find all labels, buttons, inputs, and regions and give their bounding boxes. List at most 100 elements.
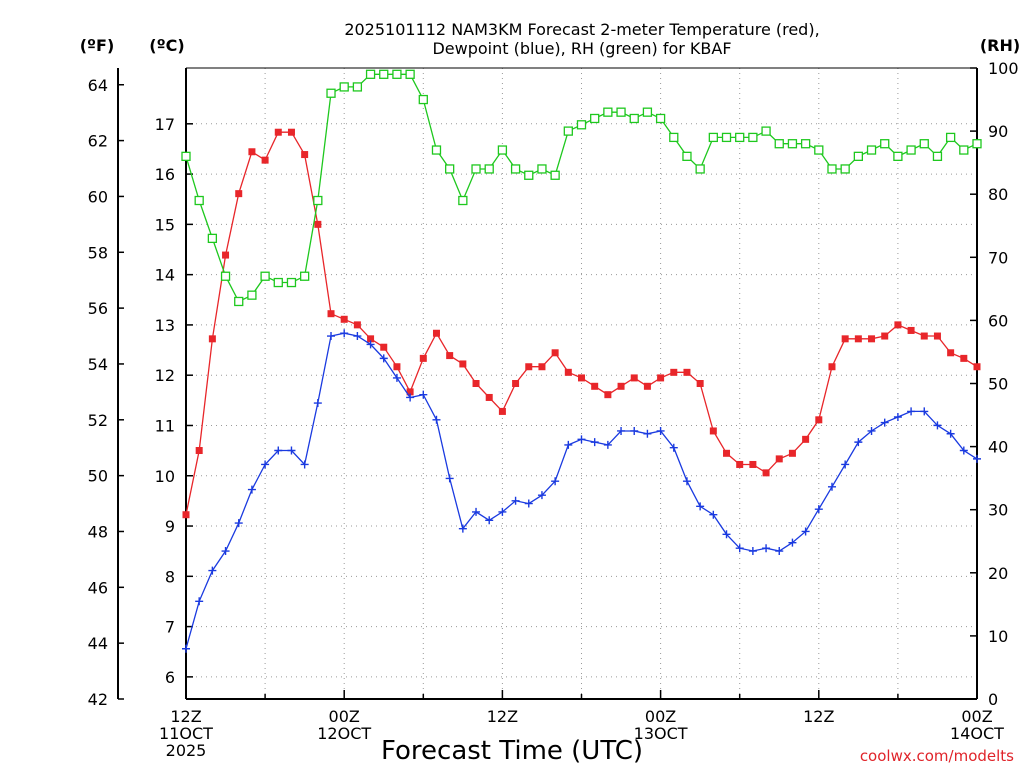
data-point (446, 352, 454, 360)
data-point (234, 519, 243, 528)
fahrenheit-tick-label: 48 (88, 522, 108, 541)
data-point (933, 421, 942, 430)
series-dewpoint (182, 329, 981, 653)
data-point (326, 88, 336, 98)
data-point (841, 460, 850, 469)
fahrenheit-tick-label: 42 (88, 690, 108, 709)
data-point (603, 440, 612, 449)
fahrenheit-tick-label: 54 (88, 355, 108, 374)
data-point (393, 363, 401, 371)
rh-tick-label: 80 (988, 185, 1008, 204)
data-point (366, 340, 375, 349)
data-point (880, 139, 890, 149)
rh-tick-label: 90 (988, 122, 1008, 141)
data-point (274, 446, 283, 455)
rh-tick-label: 40 (988, 438, 1008, 457)
x-tick-label: 12Z (803, 707, 834, 726)
data-point (432, 329, 440, 337)
data-point (841, 335, 849, 343)
data-point (299, 271, 310, 281)
data-point (630, 426, 639, 435)
rh-tick-label: 70 (988, 248, 1008, 267)
x-tick-label: 12Z (487, 707, 518, 726)
data-point (788, 449, 796, 457)
rh-tick-label: 30 (988, 501, 1008, 520)
data-point (379, 69, 389, 79)
rh-tick-label: 50 (988, 375, 1008, 394)
data-point (195, 597, 204, 606)
data-point (445, 474, 454, 483)
celsius-tick-label: 6 (165, 668, 175, 687)
data-point (471, 164, 481, 174)
data-point (352, 82, 363, 92)
data-point (497, 145, 508, 155)
x-tick-label: 00Z (961, 707, 992, 726)
data-point (853, 151, 863, 161)
data-point (919, 139, 929, 149)
data-point (221, 547, 230, 556)
axes: 42 44 46 48 50 52 54 56 58 60 62 64 6 7 8 9 10 11 12 13 14 15… (88, 59, 1019, 760)
data-point (511, 496, 520, 505)
data-point (537, 164, 547, 174)
data-point (603, 107, 613, 117)
data-point (287, 128, 295, 136)
data-point (774, 139, 784, 149)
fahrenheit-tick-label: 62 (88, 132, 108, 151)
fahrenheit-tick-label: 52 (88, 411, 108, 430)
data-point (854, 335, 862, 343)
data-point (827, 164, 837, 174)
x-tick-label: 00Z (329, 707, 360, 726)
x-tick-label: 14OCT (950, 724, 1004, 743)
data-point (365, 69, 376, 79)
data-point (314, 220, 322, 228)
data-point (194, 195, 204, 206)
credit-text: coolwx.com/modelts (860, 747, 1014, 765)
rh-tick-label: 0 (988, 690, 998, 709)
data-point (933, 332, 941, 340)
data-point (313, 195, 323, 206)
data-point (630, 374, 638, 382)
data-point (538, 363, 546, 371)
fahrenheit-tick-label: 44 (88, 634, 108, 653)
data-point (418, 94, 428, 105)
data-point (484, 164, 494, 174)
data-point (406, 393, 415, 402)
data-point (748, 547, 757, 556)
data-point (208, 566, 217, 575)
data-point (392, 373, 401, 382)
data-point (881, 332, 889, 340)
data-point (880, 418, 889, 427)
data-point (313, 399, 322, 408)
fahrenheit-tick-label: 64 (88, 76, 108, 95)
data-point (973, 454, 981, 463)
data-point (866, 145, 877, 155)
series-2-meter-temperature (182, 128, 981, 519)
data-point (655, 113, 666, 124)
celsius-tick-label: 17 (155, 115, 175, 134)
data-point (472, 507, 481, 516)
data-point (722, 530, 731, 539)
data-point (234, 296, 244, 307)
data-point (906, 145, 916, 155)
data-point (616, 107, 626, 117)
data-point (683, 368, 691, 376)
data-point (682, 477, 691, 486)
data-point (419, 354, 427, 362)
data-point (551, 349, 559, 357)
data-point (208, 335, 216, 343)
data-point (379, 354, 388, 363)
rh-tick-label: 10 (988, 627, 1008, 646)
data-point (642, 107, 653, 117)
data-point (708, 132, 718, 143)
data-point (657, 374, 665, 382)
x-tick-label: 12Z (170, 707, 201, 726)
data-point (380, 343, 388, 351)
celsius-tick-label: 11 (155, 416, 175, 435)
data-point (563, 126, 573, 136)
data-point (406, 388, 414, 396)
data-point (945, 132, 956, 143)
data-point (591, 382, 599, 390)
data-point (220, 271, 231, 281)
celsius-tick-label: 14 (155, 266, 175, 285)
